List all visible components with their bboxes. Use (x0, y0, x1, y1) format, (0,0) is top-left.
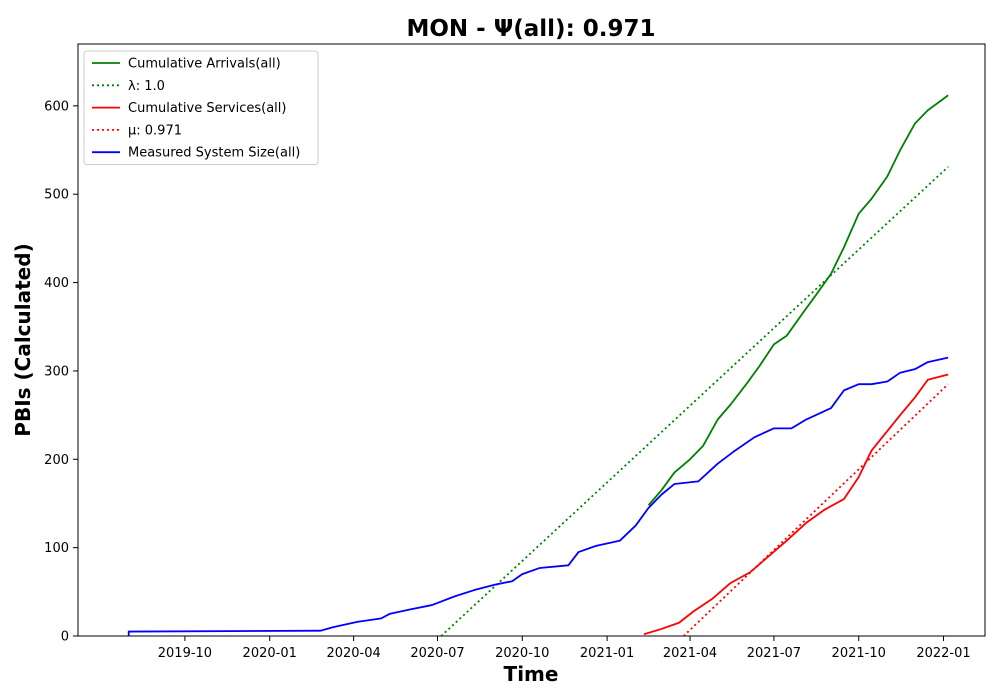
legend-box (83, 50, 319, 165)
y-tick-label-0: 0 (61, 630, 69, 645)
x-tick-label-9: 2022-01 (916, 646, 970, 661)
y-tick-label-5: 500 (44, 188, 69, 203)
plot-area: 2019-10 2020-01 2020-04 2020-07 2020-10 2021-… (44, 43, 986, 661)
series-line-2 (643, 373, 949, 636)
x-tick-label-8: 2021-10 (832, 646, 886, 661)
y-tick-label-1: 100 (44, 541, 69, 556)
y-tick-label-4: 400 (44, 276, 69, 291)
legend-label-2: Cumulative Services(all) (128, 101, 286, 116)
legend-label-4: Measured System Size(all) (128, 146, 300, 161)
y-tick-label-2: 200 (44, 453, 69, 468)
series-line-3 (682, 383, 949, 636)
chart-title: MON - Ψ(all): 0.971 (406, 16, 655, 42)
legend-label-1: λ: 1.0 (128, 79, 165, 94)
series-layer (127, 94, 949, 636)
legend-label-3: μ: 0.971 (128, 123, 182, 138)
legend-label-0: Cumulative Arrivals(all) (128, 57, 281, 72)
x-axis-ticks: 2019-10 2020-01 2020-04 2020-07 2020-10 2021-… (158, 636, 971, 661)
x-tick-label-5: 2021-01 (580, 646, 634, 661)
x-tick-label-2: 2020-04 (326, 646, 380, 661)
x-tick-label-4: 2020-10 (495, 646, 549, 661)
x-tick-label-3: 2020-07 (410, 646, 464, 661)
x-tick-label-6: 2021-04 (663, 646, 717, 661)
x-axis-title: Time (504, 662, 559, 686)
series-line-4 (127, 356, 949, 636)
x-tick-label-0: 2019-10 (158, 646, 212, 661)
y-tick-label-3: 300 (44, 364, 69, 379)
y-axis-ticks: 0 100 200 300 400 500 600 (44, 99, 78, 645)
y-axis-title: PBIs (Calculated) (11, 243, 35, 436)
series-line-0 (647, 94, 949, 506)
series-line-1 (440, 166, 949, 636)
legend: Cumulative Arrivals(all) λ: 1.0 Cumulative… (83, 50, 319, 165)
x-tick-label-7: 2021-07 (747, 646, 801, 661)
x-tick-label-1: 2020-01 (243, 646, 297, 661)
y-tick-label-6: 600 (44, 99, 69, 114)
